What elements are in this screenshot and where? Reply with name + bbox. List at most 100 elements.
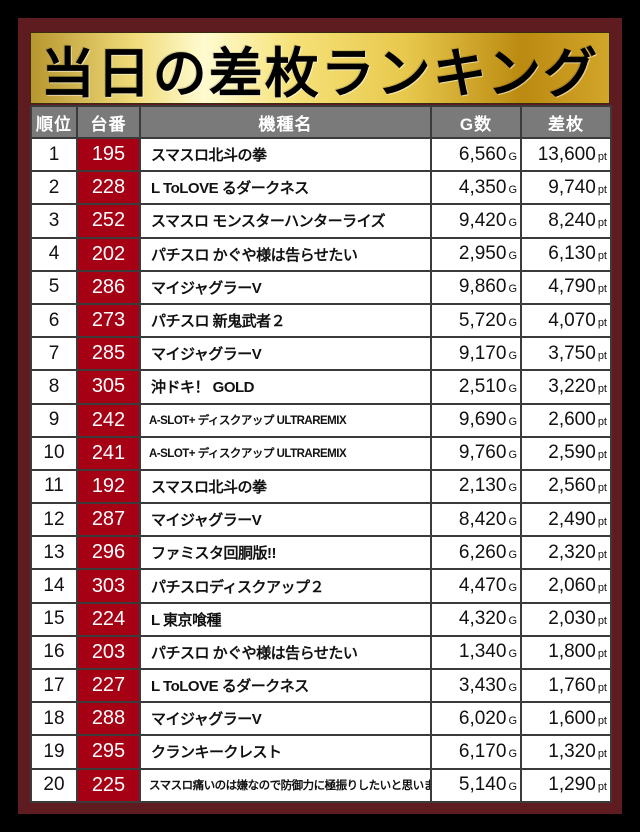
machine-no-cell: 286	[76, 269, 141, 305]
games-cell: 6,170 G	[430, 734, 522, 770]
machine-no-cell: 288	[76, 701, 141, 737]
diff-value: 1,290	[548, 774, 596, 796]
table-row: 11 192 スマスロ北斗の拳 2,130 G 2,560 pt	[30, 468, 612, 505]
machine-no-cell: 224	[76, 601, 141, 637]
model-name-cell: ファミスタ回胴版!!	[139, 535, 432, 571]
diff-value: 3,750	[548, 342, 596, 364]
diff-unit: pt	[597, 416, 607, 429]
model-name-cell: A-SLOT+ ディスクアップ ULTRAREMIX	[139, 402, 432, 438]
rank-cell: 9	[30, 402, 78, 438]
rank-cell: 13	[30, 535, 78, 571]
rank-cell: 15	[30, 601, 78, 637]
rank-cell: 14	[30, 568, 78, 604]
table-row: 1 195 スマスロ北斗の拳 6,560 G 13,600 pt	[30, 136, 612, 173]
diff-cell: 1,600 pt	[520, 701, 612, 737]
games-value: 8,420	[458, 508, 507, 530]
diff-unit: pt	[597, 349, 607, 362]
games-unit: G	[508, 515, 517, 528]
model-name-cell: パチスロ かぐや様は告らせたい	[139, 634, 432, 671]
diff-value: 9,740	[548, 176, 596, 198]
machine-no-cell: 305	[76, 369, 141, 405]
rank-cell: 11	[30, 468, 78, 505]
games-unit: G	[508, 283, 517, 296]
games-unit: G	[508, 250, 517, 263]
games-unit: G	[508, 747, 517, 760]
diff-value: 13,600	[537, 143, 596, 165]
table-row: 9 242 A-SLOT+ ディスクアップ ULTRAREMIX 9,690 G …	[30, 402, 612, 438]
header-model: 機種名	[139, 105, 432, 139]
model-name-cell: パチスロディスクアップ２	[139, 568, 432, 604]
machine-no-cell: 296	[76, 535, 141, 571]
header-games: G数	[430, 105, 522, 139]
model-name-cell: マイジャグラーV	[139, 502, 432, 538]
games-value: 3,430	[458, 674, 507, 696]
games-unit: G	[508, 349, 517, 362]
table-row: 15 224 L 東京喰種 4,320 G 2,030 pt	[30, 601, 612, 637]
rank-cell: 8	[30, 369, 78, 405]
games-unit: G	[508, 714, 517, 727]
diff-cell: 9,740 pt	[520, 170, 612, 206]
diff-unit: pt	[597, 283, 607, 296]
games-cell: 2,510 G	[430, 369, 522, 405]
diff-value: 8,240	[548, 209, 596, 231]
games-cell: 9,170 G	[430, 336, 522, 372]
model-name-cell: クランキークレスト	[139, 734, 432, 770]
games-value: 5,720	[458, 309, 507, 331]
games-value: 6,020	[458, 707, 507, 729]
games-value: 2,950	[458, 243, 507, 265]
games-unit: G	[508, 183, 517, 196]
games-value: 9,690	[458, 409, 507, 431]
rank-cell: 5	[30, 269, 78, 305]
diff-unit: pt	[597, 615, 607, 628]
model-name-cell: パチスロ 新鬼武者２	[139, 302, 432, 339]
diff-value: 2,490	[548, 508, 596, 530]
games-unit: G	[508, 648, 517, 661]
machine-no-cell: 285	[76, 336, 141, 372]
table-row: 20 225 スマスロ痛いのは嫌なので防御力に極振りしたいと思います。 5,14…	[30, 767, 612, 803]
games-value: 5,140	[458, 774, 507, 796]
diff-value: 1,320	[548, 740, 596, 762]
games-unit: G	[508, 216, 517, 229]
rank-cell: 18	[30, 701, 78, 737]
header-machine-no: 台番	[76, 105, 141, 139]
games-cell: 9,860 G	[430, 269, 522, 305]
rank-cell: 20	[30, 767, 78, 803]
table-row: 14 303 パチスロディスクアップ２ 4,470 G 2,060 pt	[30, 568, 612, 604]
diff-unit: pt	[597, 648, 607, 661]
games-value: 4,320	[458, 608, 507, 630]
table-row: 2 228 L ToLOVE るダークネス 4,350 G 9,740 pt	[30, 170, 612, 206]
diff-value: 4,790	[548, 276, 596, 298]
games-cell: 9,760 G	[430, 435, 522, 471]
games-value: 4,350	[458, 176, 507, 198]
games-value: 4,470	[458, 575, 507, 597]
diff-unit: pt	[597, 582, 607, 595]
rank-cell: 4	[30, 236, 78, 272]
rank-cell: 7	[30, 336, 78, 372]
table-row: 5 286 マイジャグラーV 9,860 G 4,790 pt	[30, 269, 612, 305]
machine-no-cell: 303	[76, 568, 141, 604]
model-name-cell: L ToLOVE るダークネス	[139, 170, 432, 206]
games-cell: 4,320 G	[430, 601, 522, 637]
diff-cell: 13,600 pt	[520, 136, 612, 173]
games-unit: G	[508, 150, 517, 163]
games-value: 9,760	[458, 442, 507, 464]
games-value: 1,340	[458, 641, 507, 663]
header-diff: 差枚	[520, 105, 612, 139]
machine-no-cell: 273	[76, 302, 141, 339]
games-unit: G	[508, 781, 517, 794]
diff-cell: 2,560 pt	[520, 468, 612, 505]
table-row: 16 203 パチスロ かぐや様は告らせたい 1,340 G 1,800 pt	[30, 634, 612, 671]
model-name-cell: スマスロ北斗の拳	[139, 136, 432, 173]
diff-cell: 2,590 pt	[520, 435, 612, 471]
diff-cell: 4,790 pt	[520, 269, 612, 305]
machine-no-cell: 202	[76, 236, 141, 272]
games-cell: 6,020 G	[430, 701, 522, 737]
rank-cell: 6	[30, 302, 78, 339]
diff-unit: pt	[597, 216, 607, 229]
diff-value: 4,070	[548, 309, 596, 331]
diff-value: 6,130	[548, 243, 596, 265]
diff-cell: 2,320 pt	[520, 535, 612, 571]
diff-cell: 2,030 pt	[520, 601, 612, 637]
diff-cell: 2,600 pt	[520, 402, 612, 438]
machine-no-cell: 242	[76, 402, 141, 438]
